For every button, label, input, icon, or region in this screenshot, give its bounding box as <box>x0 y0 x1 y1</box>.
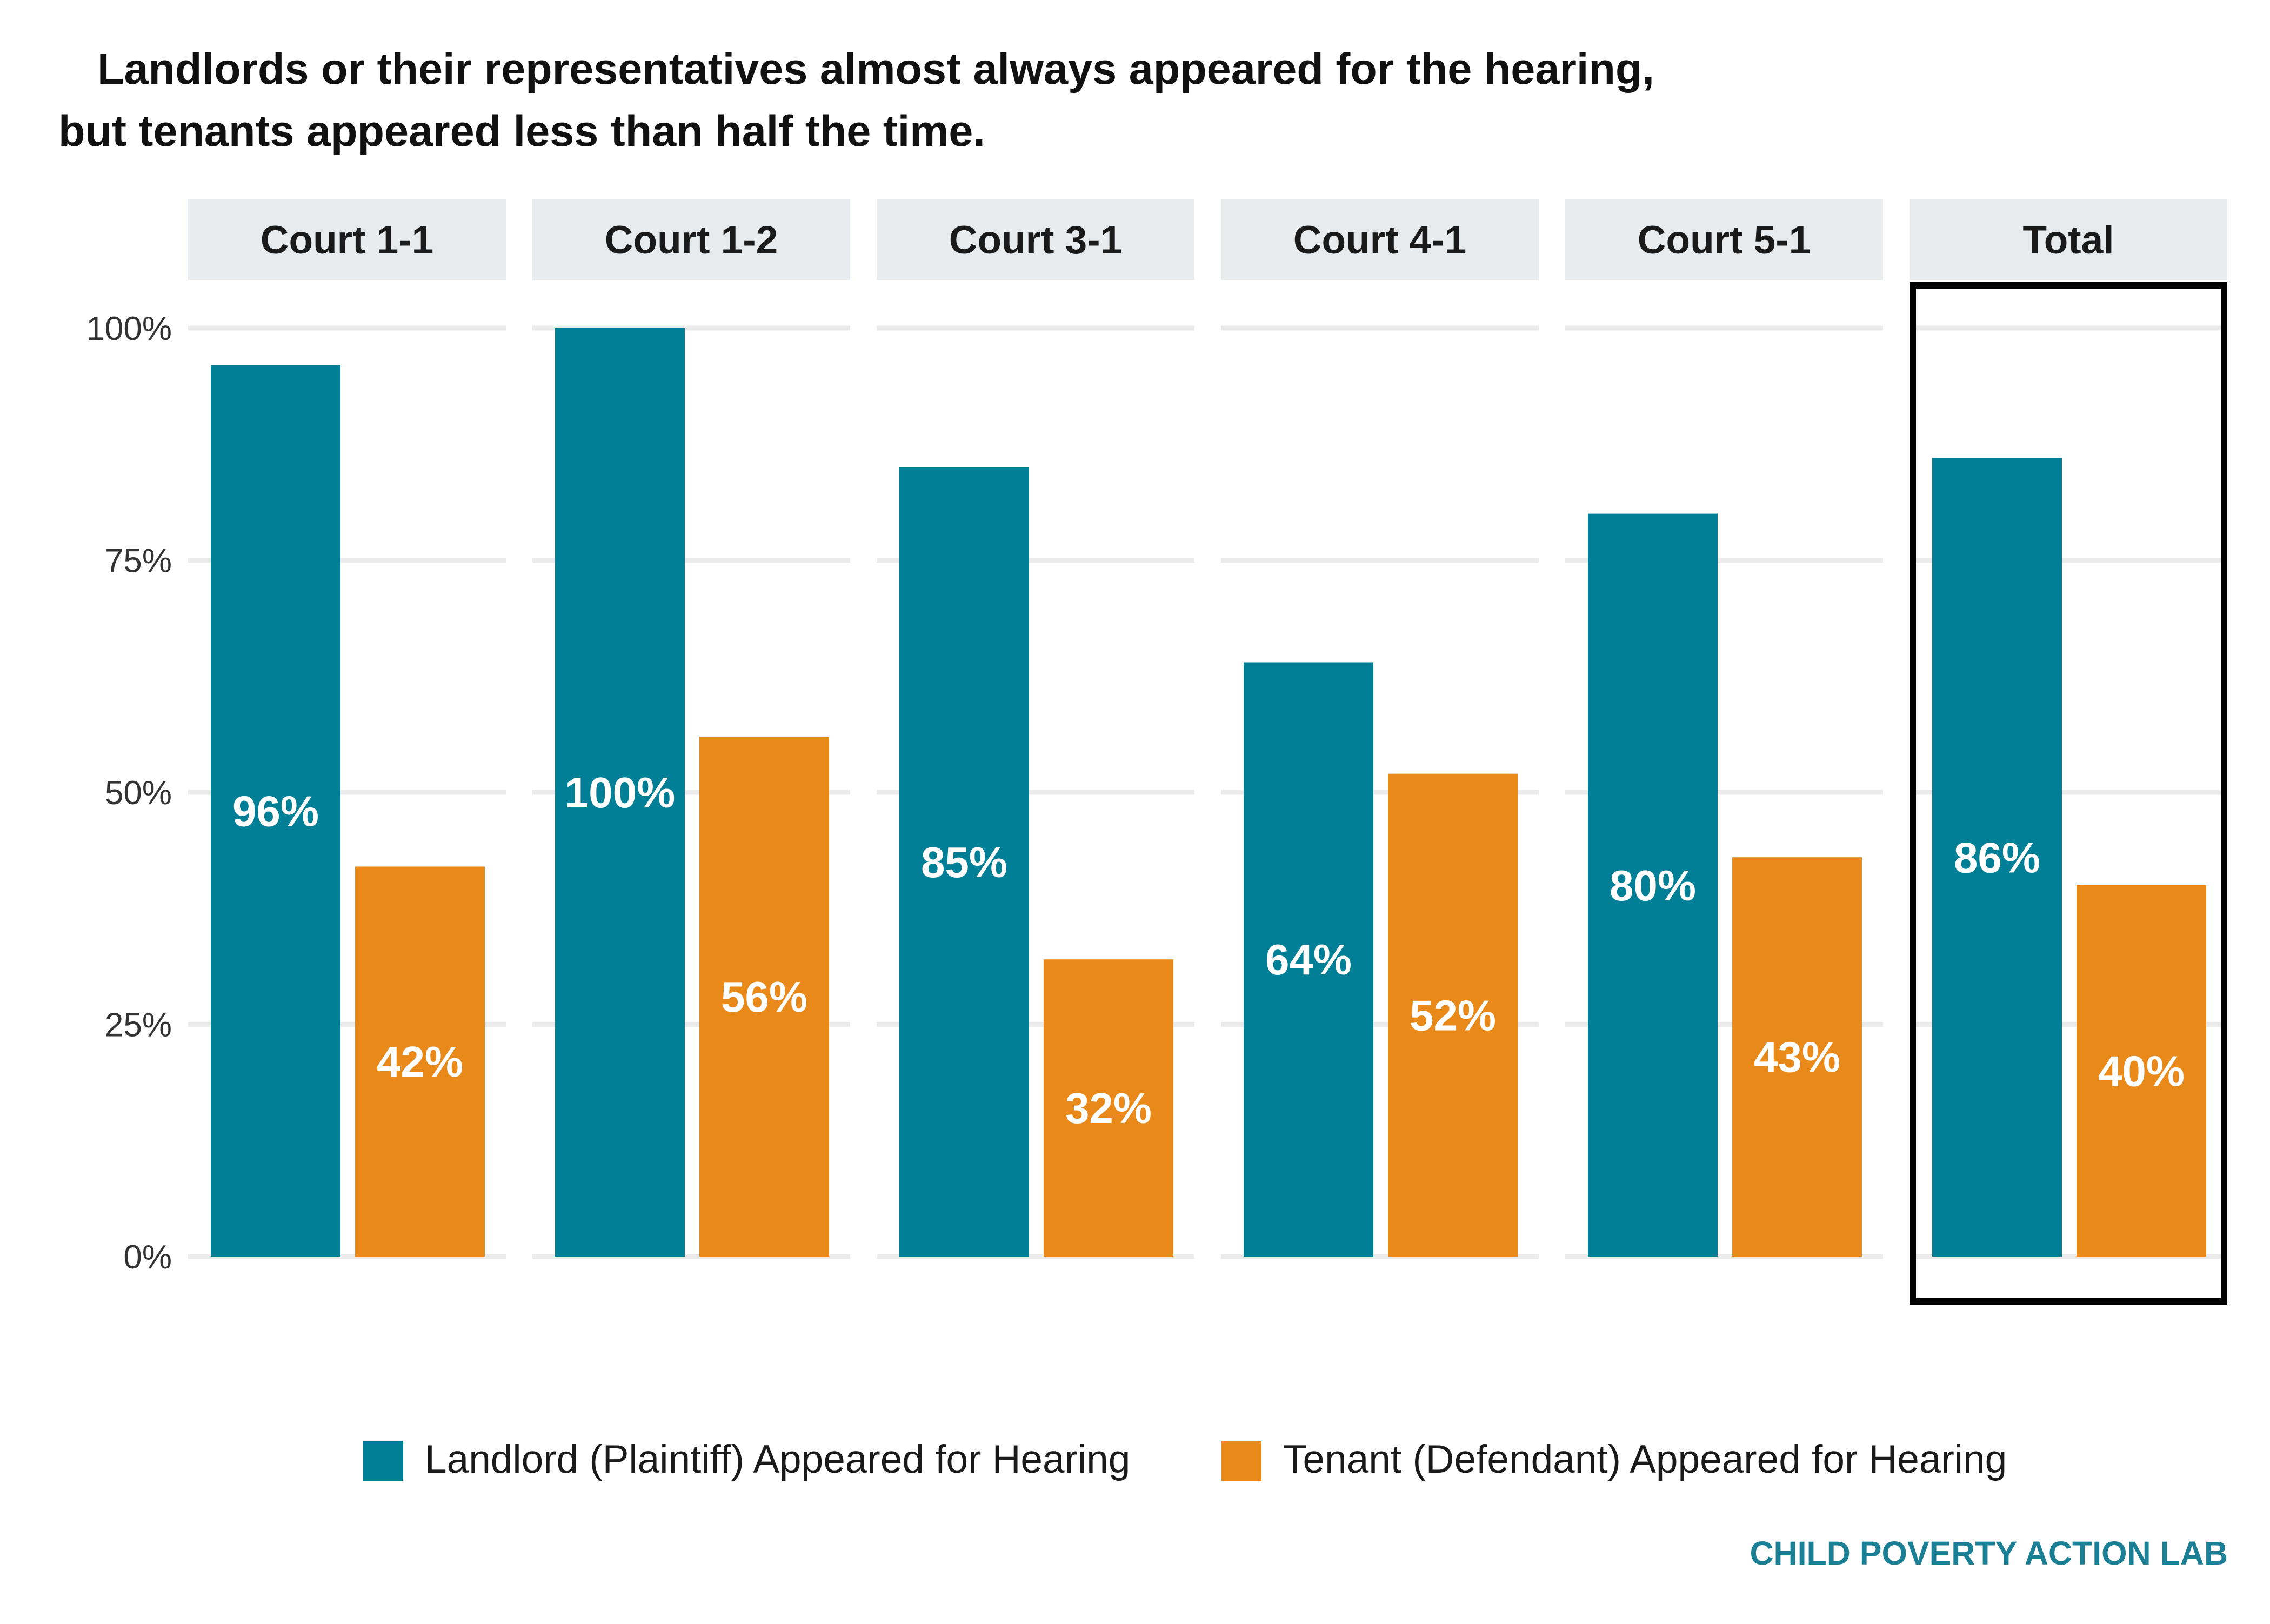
bar-label-tenant-court-1-2: 56% <box>721 973 807 1021</box>
bar-label-landlord-court-4-1: 64% <box>1265 935 1352 984</box>
facet-label-court-1-1: Court 1-1 <box>261 218 433 262</box>
bar-label-landlord-court-1-1: 96% <box>232 787 319 835</box>
bar-tenant-court-1-2 <box>699 736 829 1257</box>
facet-strip-court-3-1 <box>877 199 1194 280</box>
bar-tenant-total <box>2077 885 2206 1257</box>
bar-label-landlord-court-3-1: 85% <box>921 838 1007 886</box>
bar-label-landlord-court-1-2: 100% <box>565 768 676 817</box>
chart-title: Landlords or their representatives almos… <box>58 45 1654 156</box>
facet-strip-court-4-1 <box>1221 199 1539 280</box>
bar-landlord-court-5-1 <box>1588 513 1718 1257</box>
y-tick-label-75: 75% <box>105 543 172 580</box>
y-tick-label-50: 50% <box>105 774 172 812</box>
facet-strip-court-1-2 <box>532 199 850 280</box>
bar-label-tenant-court-4-1: 52% <box>1410 991 1496 1039</box>
credit-text: CHILD POVERTY ACTION LAB <box>1750 1535 2228 1572</box>
y-tick-label-25: 25% <box>105 1007 172 1044</box>
bar-tenant-court-3-1 <box>1044 959 1173 1257</box>
chart-title-line-2: but tenants appeared less than half the … <box>58 107 985 156</box>
chart-title-line-1: Landlords or their representatives almos… <box>97 45 1654 93</box>
facet-label-total: Total <box>2023 218 2114 262</box>
y-tick-label-0: 0% <box>123 1239 172 1276</box>
bar-tenant-court-5-1 <box>1732 857 1862 1257</box>
legend-key-tenant <box>1221 1441 1261 1481</box>
facet-label-court-5-1: Court 5-1 <box>1638 218 1811 262</box>
bar-label-landlord-court-5-1: 80% <box>1610 861 1696 910</box>
facet-strips: Court 1-1 Court 1-2 Court 3-1 Court 4-1 Cour… <box>188 199 2227 280</box>
bar-label-landlord-total: 86% <box>1954 833 2040 881</box>
bar-labels: 96% 42% 100% 56% 85% 32% 64% 52% 80% 43% 86% 40% <box>232 768 2185 1132</box>
bar-label-tenant-total: 40% <box>2098 1047 2185 1095</box>
facet-strip-court-5-1 <box>1565 199 1883 280</box>
bar-tenant-court-4-1 <box>1388 773 1518 1257</box>
bar-landlord-court-3-1 <box>899 467 1029 1257</box>
legend-key-landlord <box>363 1441 403 1481</box>
bars <box>211 282 2227 1305</box>
bar-landlord-court-1-1 <box>211 365 340 1257</box>
legend-label-landlord: Landlord (Plaintiff) Appeared for Hearin… <box>425 1438 1130 1481</box>
facet-label-court-3-1: Court 3-1 <box>949 218 1122 262</box>
y-tick-label-100: 100% <box>86 310 172 347</box>
facet-label-court-1-2: Court 1-2 <box>605 218 778 262</box>
gridlines <box>188 325 2227 1259</box>
facet-strip-total <box>1910 199 2227 280</box>
bar-landlord-court-1-2 <box>555 328 685 1257</box>
bar-tenant-court-1-1 <box>355 866 485 1257</box>
bar-label-tenant-court-5-1: 43% <box>1754 1033 1840 1081</box>
highlight-box-total <box>1910 282 2227 1305</box>
facet-strip-court-1-1 <box>188 199 506 280</box>
y-axis: 0% 25% 50% 75% 100% <box>86 310 172 1276</box>
bar-label-tenant-court-3-1: 32% <box>1065 1084 1152 1132</box>
bar-landlord-court-4-1 <box>1244 662 1373 1257</box>
legend: Landlord (Plaintiff) Appeared for Hearin… <box>363 1438 2007 1481</box>
legend-label-tenant: Tenant (Defendant) Appeared for Hearing <box>1283 1438 2007 1481</box>
bar-label-tenant-court-1-1: 42% <box>377 1038 463 1086</box>
bar-landlord-total <box>1932 458 2062 1257</box>
facet-label-court-4-1: Court 4-1 <box>1293 218 1466 262</box>
